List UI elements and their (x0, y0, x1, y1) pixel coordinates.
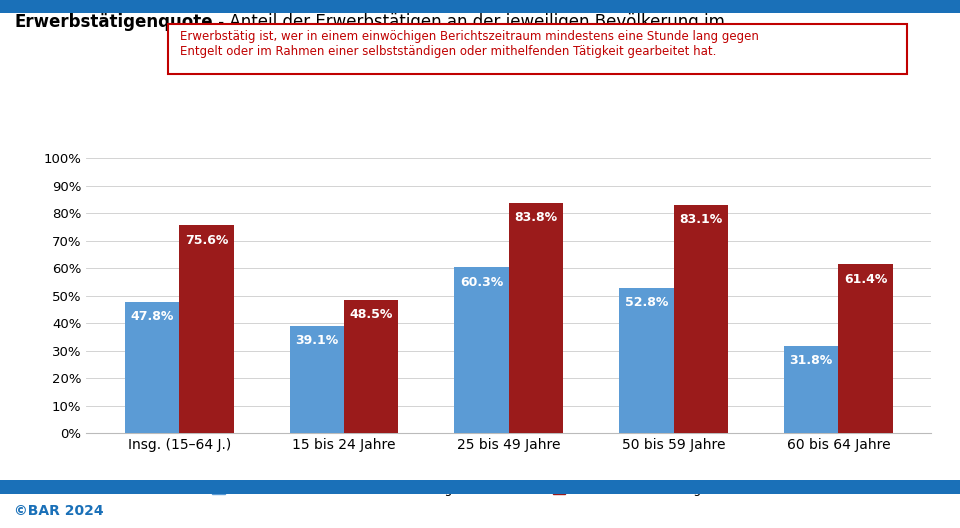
Bar (674, 205, 728, 433)
Text: 48.5%: 48.5% (349, 308, 393, 321)
Bar (454, 267, 509, 433)
Text: ©BAR 2024: ©BAR 2024 (14, 504, 104, 518)
Text: 52.8%: 52.8% (625, 296, 668, 309)
Bar (180, 225, 233, 433)
Bar (784, 346, 838, 433)
Text: 60.3%: 60.3% (460, 276, 503, 289)
Text: 47.8%: 47.8% (131, 310, 174, 323)
Text: 83.1%: 83.1% (679, 213, 723, 226)
Bar (290, 326, 344, 433)
Bar (125, 301, 180, 433)
Text: - Anteil der Erwerbstätigen an der jeweiligen Bevölkerung im
erwerbsfähigen Alte: - Anteil der Erwerbstätigen an der jewei… (213, 13, 725, 52)
Bar (619, 288, 674, 433)
Text: 61.4%: 61.4% (844, 272, 887, 286)
Text: Erwerbstätigenquote: Erwerbstätigenquote (14, 13, 213, 31)
Text: 83.8%: 83.8% (515, 211, 558, 224)
Text: Erwerbstätig ist, wer in einem einwöchigen Berichtszeitraum mindestens eine Stun: Erwerbstätig ist, wer in einem einwöchig… (180, 30, 758, 58)
Text: 75.6%: 75.6% (184, 233, 228, 247)
Bar (509, 203, 564, 433)
Bar (344, 300, 398, 433)
Legend: Menschen mit Schwerbehinderung (n=3.017.00), Gesamtbevölkerung (n=53.168.000): Menschen mit Schwerbehinderung (n=3.017.… (212, 483, 805, 496)
Text: 31.8%: 31.8% (789, 354, 833, 367)
Text: 39.1%: 39.1% (295, 334, 339, 347)
Bar (838, 265, 893, 433)
